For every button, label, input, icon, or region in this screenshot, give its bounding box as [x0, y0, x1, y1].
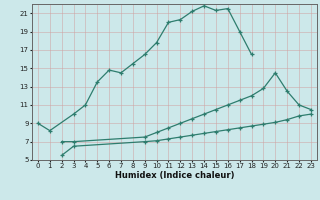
X-axis label: Humidex (Indice chaleur): Humidex (Indice chaleur): [115, 171, 234, 180]
